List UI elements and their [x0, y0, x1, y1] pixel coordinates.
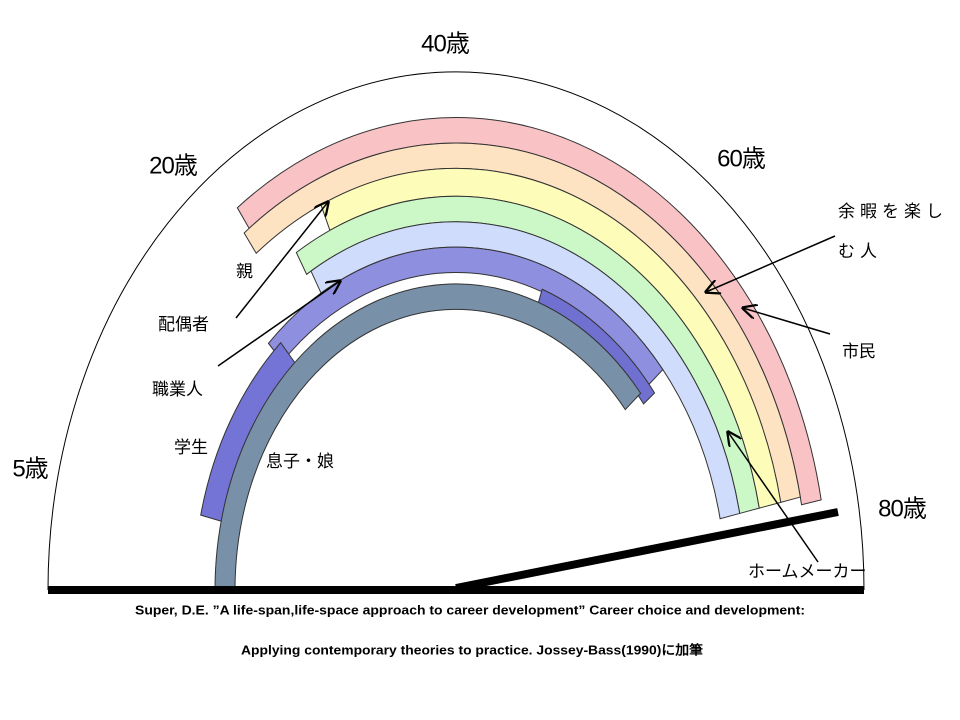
role-label: ホームメーカー — [748, 562, 867, 582]
age-label: 80歳 — [878, 495, 927, 522]
age-label: 5歳 — [12, 455, 48, 482]
age-label: 20歳 — [149, 152, 198, 179]
outer-arc — [47, 71, 865, 591]
age-80-line — [455, 508, 839, 592]
role-label: 職業人 — [152, 380, 203, 400]
arrow — [706, 235, 836, 292]
bands — [47, 71, 865, 591]
role-label: 息子・娘 — [266, 452, 334, 472]
worker-band — [267, 246, 664, 387]
role-label: 親 — [236, 262, 253, 282]
arrow — [217, 281, 340, 367]
caption: Applying contemporary theories to practi… — [241, 642, 703, 657]
age-label: 40歳 — [421, 30, 470, 57]
age-label: 60歳 — [717, 145, 766, 172]
role-label: 市民 — [842, 342, 876, 362]
caption: Super, D.E. ”A life-span,life-space appr… — [135, 602, 805, 617]
arrow — [743, 308, 831, 335]
role-label: 学生 — [174, 438, 208, 458]
baseline — [48, 586, 864, 594]
child-band — [214, 283, 642, 591]
role-label: 余暇を楽し — [838, 202, 948, 222]
role-label: 配偶者 — [158, 315, 209, 335]
role-label: む人 — [838, 242, 882, 262]
arrow — [728, 432, 819, 563]
arrows — [217, 202, 836, 563]
arrow — [235, 202, 328, 319]
